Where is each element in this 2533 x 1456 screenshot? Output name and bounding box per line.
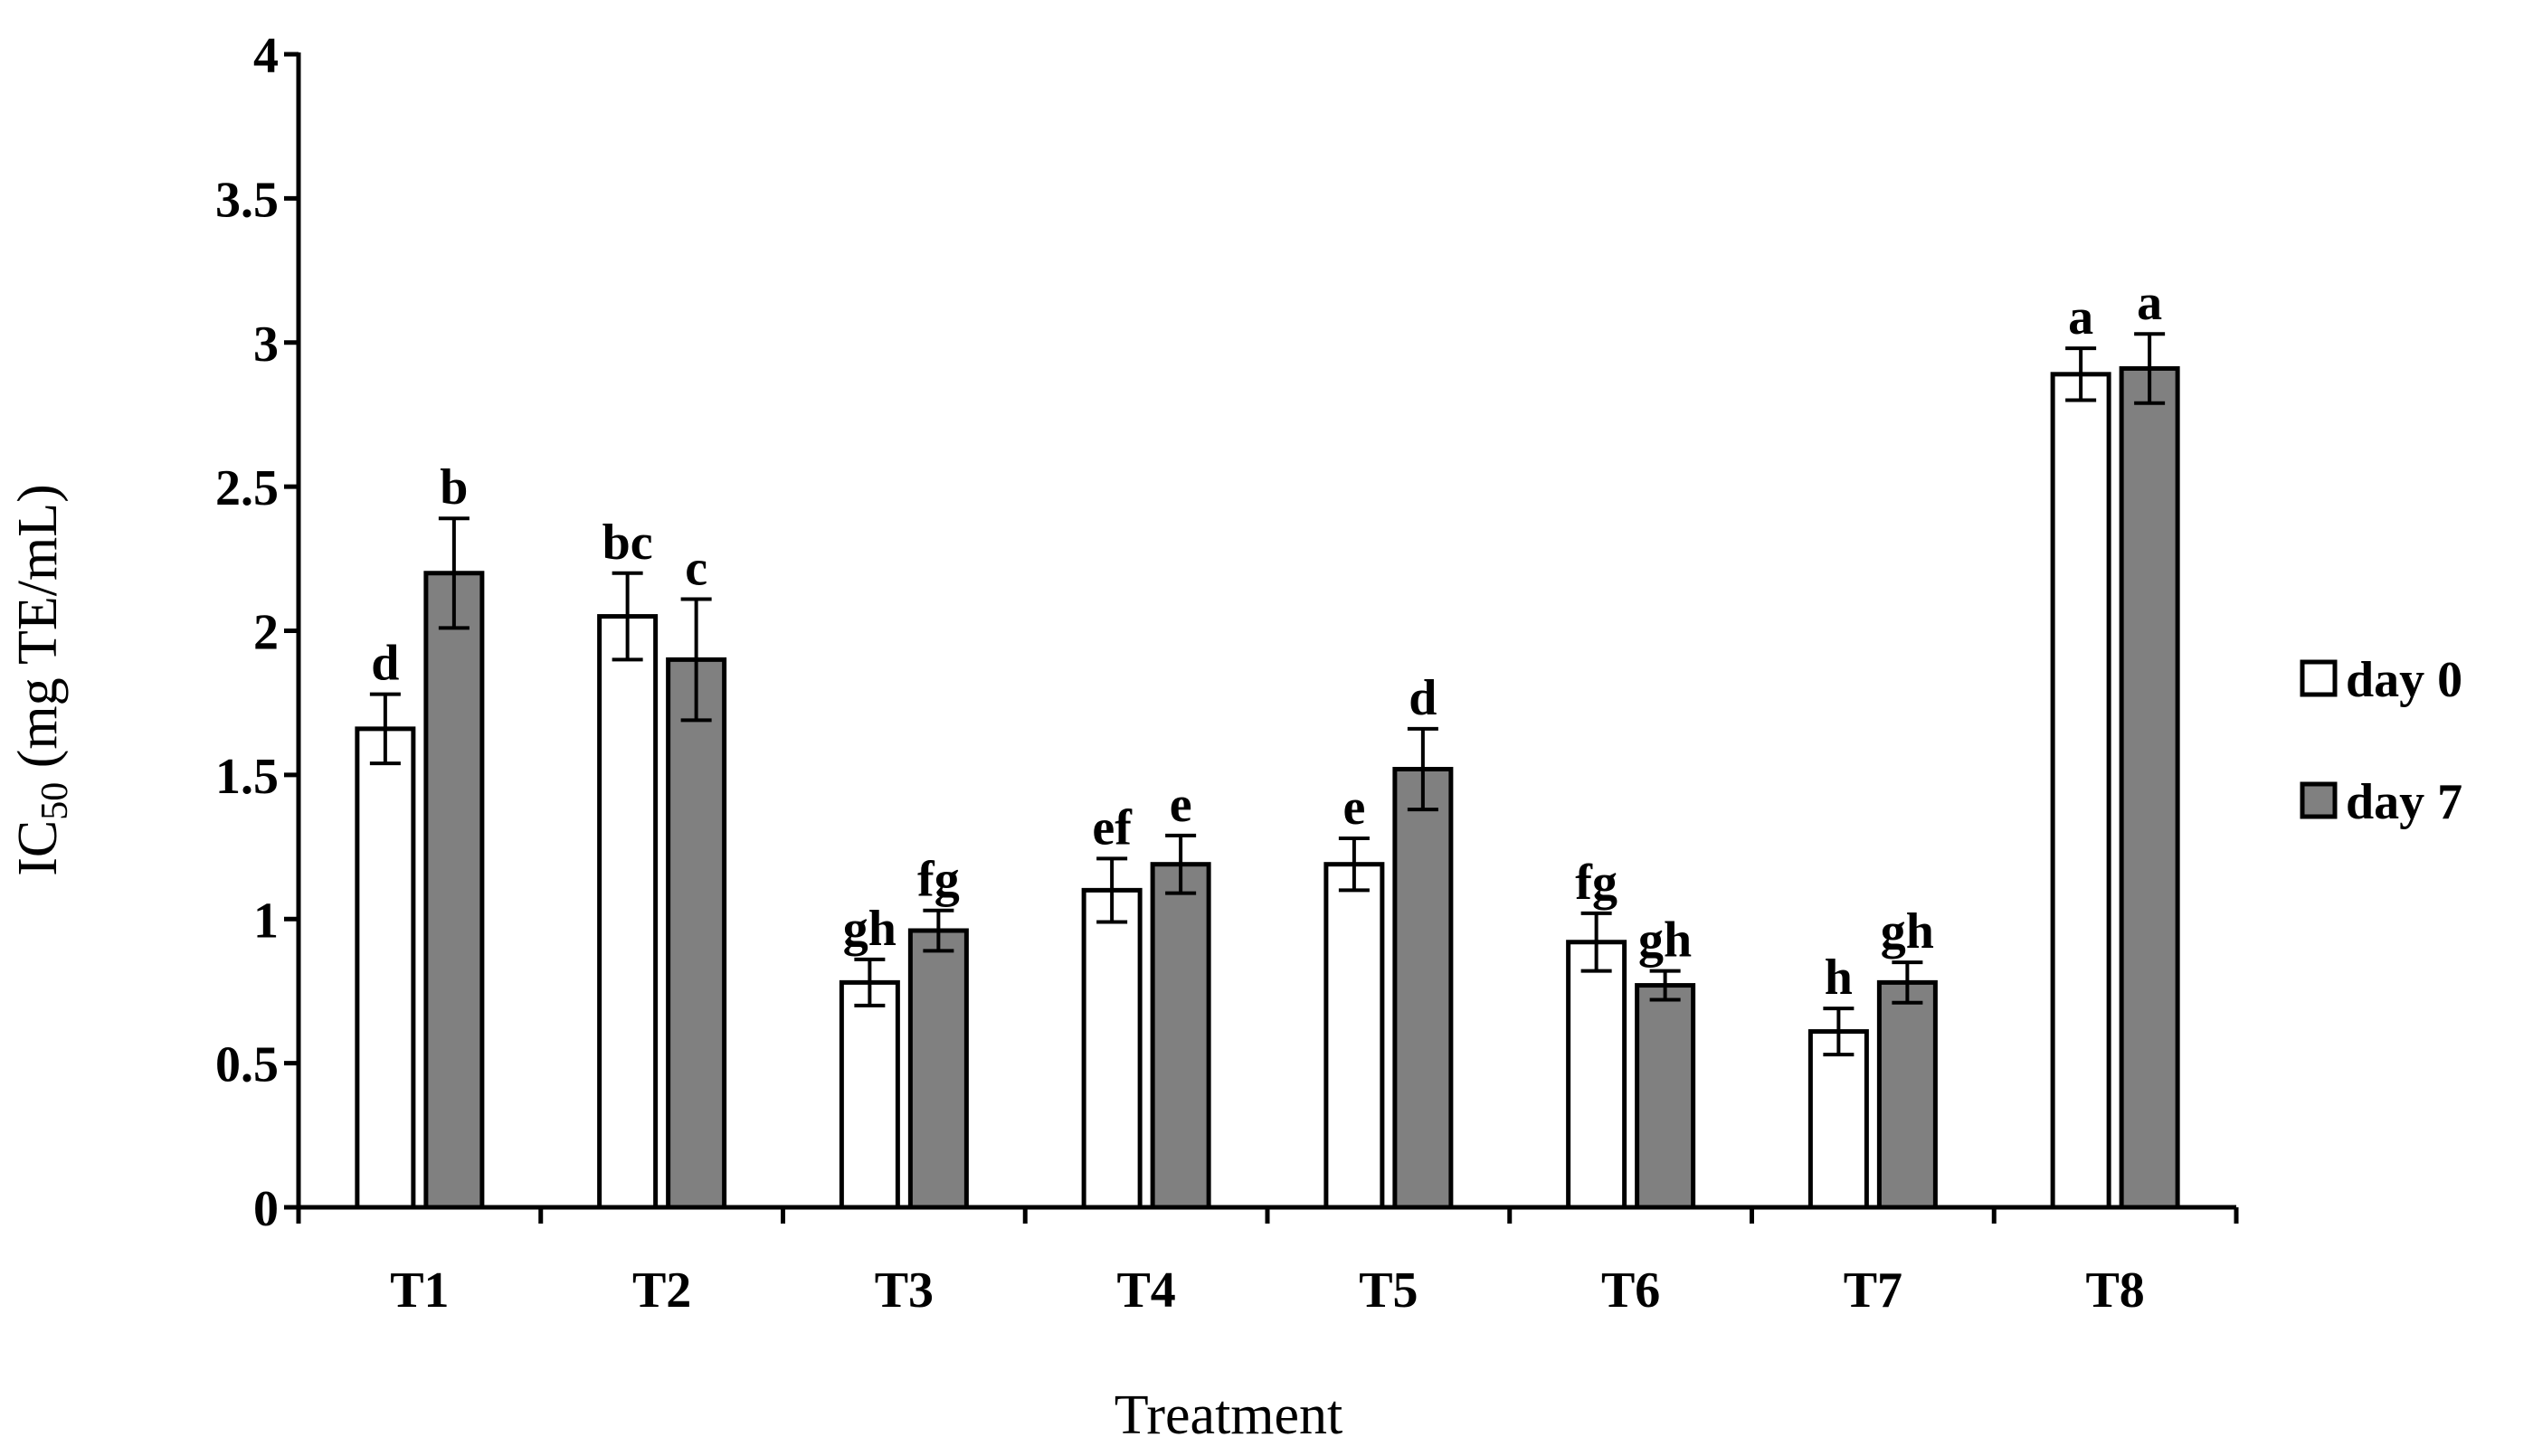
- error-bar-layer: [369, 332, 2166, 1057]
- y-tick-label: 1: [253, 893, 279, 949]
- x-tick-label: T3: [875, 1262, 934, 1319]
- bar-day-7-T4: [1150, 862, 1211, 1210]
- bar-day-0-T3: [839, 979, 900, 1210]
- y-axis-title-main: IC: [7, 820, 69, 876]
- significance-letter: d: [1409, 670, 1437, 726]
- significance-letter: bc: [602, 515, 653, 571]
- y-tick-label: 0: [253, 1181, 279, 1237]
- bar-day-7-T2: [666, 657, 727, 1210]
- significance-letter: d: [371, 636, 399, 692]
- bar-day-0-T2: [597, 614, 659, 1210]
- legend-swatch-day-0: [2300, 659, 2338, 697]
- bar-day-0-T7: [1807, 1029, 1869, 1210]
- x-tick-label: T7: [1844, 1262, 1902, 1319]
- bar-day-7-T8: [2119, 365, 2180, 1210]
- y-axis-title-units: (mg TE/mL): [7, 484, 69, 781]
- significance-letter: h: [1825, 950, 1853, 1006]
- y-tick-label: 3.5: [215, 172, 279, 228]
- bar-day-7-T7: [1876, 979, 1938, 1210]
- y-tick-label: 4: [253, 28, 279, 84]
- significance-letter: gh: [843, 901, 897, 957]
- bar-day-7-T5: [1392, 767, 1454, 1210]
- bar-day-0-T1: [355, 726, 416, 1210]
- bar-day-7-T3: [907, 928, 969, 1210]
- y-tick-label: 0.5: [215, 1037, 279, 1093]
- x-tick-label: T8: [2085, 1262, 2144, 1319]
- x-tick-label: T5: [1359, 1262, 1418, 1319]
- significance-letter: e: [1342, 780, 1365, 836]
- bar-day-7-T6: [1635, 983, 1696, 1210]
- significance-letter: c: [685, 540, 707, 596]
- x-tick-label: T4: [1116, 1262, 1175, 1319]
- legend-label-day-7: day 7: [2346, 774, 2462, 830]
- significance-letter: fg: [917, 852, 960, 908]
- legend-swatch-day-7: [2300, 781, 2338, 819]
- significance-letter: fg: [1575, 855, 1618, 911]
- significance-letter: e: [1170, 777, 1192, 833]
- significance-letter: a: [2137, 275, 2162, 331]
- x-tick-label: T2: [632, 1262, 691, 1319]
- x-axis-title: Treatment: [1115, 1385, 1343, 1446]
- y-axis-title-subscript: 50: [34, 782, 76, 820]
- bar-day-0-T4: [1081, 887, 1143, 1210]
- significance-letter: gh: [1638, 912, 1692, 969]
- legend: day 0 day 7: [2300, 652, 2462, 830]
- significance-letter: b: [440, 459, 468, 515]
- x-tick-label: T1: [390, 1262, 449, 1319]
- y-tick-label: 2.5: [215, 460, 279, 516]
- bar-day-0-T5: [1323, 862, 1385, 1210]
- significance-letter: a: [2068, 289, 2093, 345]
- y-axis-title: IC50 (mg TE/mL): [7, 484, 76, 875]
- y-tick-label: 3: [253, 317, 279, 373]
- significance-letter: ef: [1092, 799, 1133, 856]
- bar-day-0-T6: [1566, 940, 1627, 1210]
- x-tick-label: T6: [1601, 1262, 1660, 1319]
- legend-label-day-0: day 0: [2346, 652, 2462, 708]
- significance-letter: gh: [1881, 903, 1934, 960]
- bar-day-0-T8: [2050, 372, 2111, 1210]
- y-tick-label: 2: [253, 605, 279, 661]
- y-tick-label: 1.5: [215, 749, 279, 805]
- bar-layer: [355, 365, 2180, 1210]
- bar-day-7-T1: [423, 571, 485, 1210]
- tick-layer: [284, 52, 2239, 1224]
